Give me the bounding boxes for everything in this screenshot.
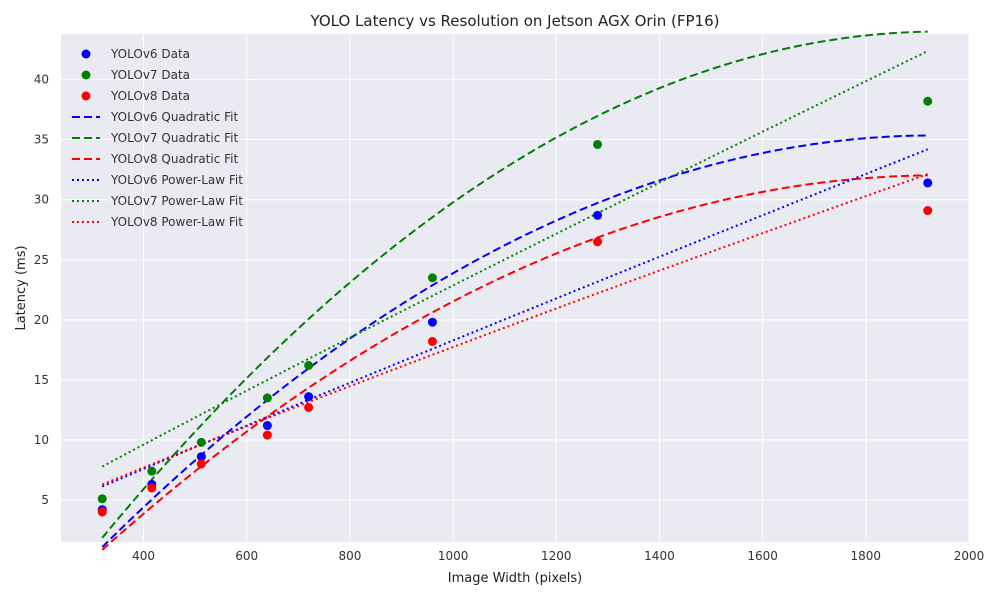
yolov7-power-law-fit-line — [101, 50, 929, 468]
yolov6-data-point — [923, 178, 933, 188]
x-tick-label: 800 — [338, 549, 361, 563]
yolov6-data-point — [304, 392, 314, 402]
x-tick-label: 1400 — [644, 549, 675, 563]
y-tick-label: 35 — [34, 133, 49, 147]
yolov8-data-point — [196, 459, 206, 469]
yolov6-data-point — [196, 452, 206, 462]
grid — [61, 34, 970, 542]
yolov6-quadratic-fit-line — [101, 134, 928, 548]
yolov7-data-point — [196, 437, 206, 447]
yolov8-data-point — [97, 507, 107, 517]
x-tick-label: 400 — [132, 549, 155, 563]
yolov7-data-point — [427, 273, 437, 283]
y-tick-label: 5 — [41, 493, 49, 507]
yolov6-data-point — [593, 210, 603, 220]
yolov8-data-point — [593, 237, 603, 247]
x-tick-label: 1800 — [851, 549, 882, 563]
plot-area — [61, 34, 969, 542]
x-tick-label: 600 — [235, 549, 258, 563]
y-tick-label: 30 — [34, 193, 49, 207]
legend-marker — [81, 49, 91, 59]
data-points — [97, 96, 933, 517]
yolov8-data-point — [147, 483, 157, 493]
yolov8-data-point — [262, 430, 272, 440]
yolov6-data-point — [427, 317, 437, 327]
y-tick-label: 15 — [34, 373, 49, 387]
yolov7-data-point — [262, 393, 272, 403]
x-tick-label: 2000 — [954, 549, 985, 563]
yolov7-data-point — [593, 139, 603, 149]
legend-label: YOLOv7 Quadratic Fit — [110, 131, 238, 145]
legend-marker — [81, 91, 91, 101]
y-tick-label: 25 — [34, 253, 49, 267]
yolov6-power-law-fit-line — [101, 148, 929, 488]
yolov7-data-point — [304, 360, 314, 370]
yolov7-data-point — [923, 96, 933, 106]
fit-lines — [101, 30, 929, 551]
yolov8-quadratic-fit-line — [101, 174, 928, 551]
yolov8-power-law-fit-line — [101, 173, 929, 486]
legend-label: YOLOv6 Data — [110, 47, 190, 61]
legend: YOLOv6 Data YOLOv7 Data YOLOv8 Data YOLOv6 … — [72, 47, 243, 229]
yolov7-quadratic-fit-line — [101, 30, 928, 539]
legend-label: YOLOv6 Power-Law Fit — [110, 173, 243, 187]
legend-marker — [81, 70, 91, 80]
yolov8-data-point — [304, 402, 314, 412]
legend-label: YOLOv8 Power-Law Fit — [110, 215, 243, 229]
yolov7-data-point — [147, 466, 157, 476]
tick-labels: 400 600 800 1000 1200 1400 1600 1800 2000 5 10 15 20… — [34, 73, 985, 563]
chart-title: YOLO Latency vs Resolution on Jetson AGX… — [309, 12, 719, 30]
legend-label: YOLOv8 Data — [110, 89, 190, 103]
yolov8-data-point — [923, 206, 933, 216]
yolov7-data-point — [97, 494, 107, 504]
yolov6-data-point — [262, 421, 272, 431]
legend-label: YOLOv8 Quadratic Fit — [110, 152, 238, 166]
y-axis-label: Latency (ms) — [14, 245, 29, 330]
y-tick-label: 10 — [34, 433, 49, 447]
y-tick-label: 40 — [34, 73, 49, 87]
legend-label: YOLOv7 Data — [110, 68, 190, 82]
y-tick-label: 20 — [34, 313, 49, 327]
x-tick-label: 1200 — [541, 549, 572, 563]
x-tick-label: 1000 — [438, 549, 469, 563]
legend-label: YOLOv7 Power-Law Fit — [110, 194, 243, 208]
x-tick-label: 1600 — [747, 549, 778, 563]
x-axis-label: Image Width (pixels) — [448, 571, 582, 586]
yolov8-data-point — [427, 336, 437, 346]
legend-label: YOLOv6 Quadratic Fit — [110, 110, 238, 124]
